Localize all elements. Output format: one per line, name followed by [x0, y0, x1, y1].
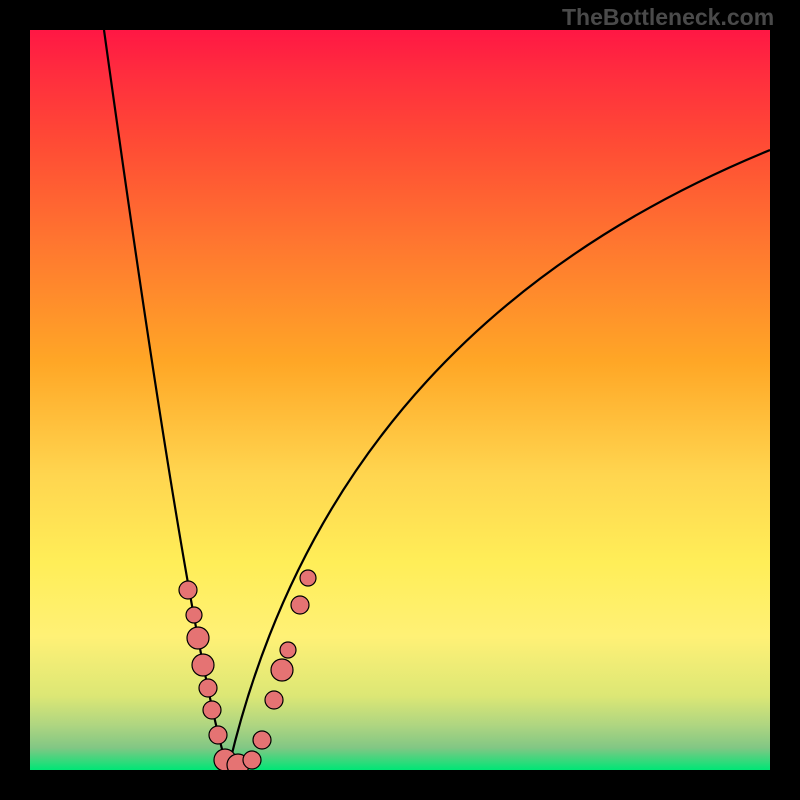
data-marker: [253, 731, 271, 749]
data-marker: [179, 581, 197, 599]
data-marker: [243, 751, 261, 769]
data-marker: [186, 607, 202, 623]
data-marker: [271, 659, 293, 681]
data-marker: [203, 701, 221, 719]
data-marker: [187, 627, 209, 649]
data-marker: [265, 691, 283, 709]
data-marker: [300, 570, 316, 586]
data-marker: [280, 642, 296, 658]
curve-right-branch: [228, 150, 770, 770]
data-marker: [192, 654, 214, 676]
watermark-text: TheBottleneck.com: [562, 4, 774, 31]
data-marker: [291, 596, 309, 614]
data-marker: [209, 726, 227, 744]
data-marker: [199, 679, 217, 697]
outer-frame: TheBottleneck.com: [0, 0, 800, 800]
chart-svg: [30, 30, 770, 770]
plot-area: [30, 30, 770, 770]
